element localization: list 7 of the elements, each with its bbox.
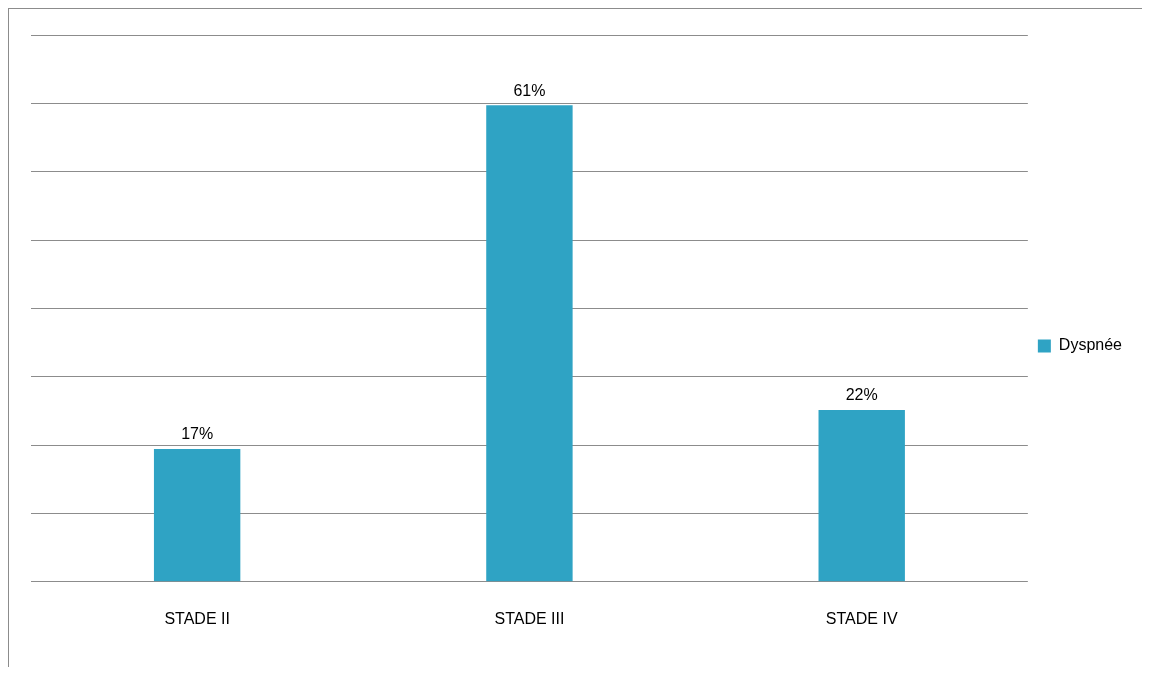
data-label: 22%	[845, 386, 878, 404]
data-label: 61%	[513, 81, 546, 99]
x-tick-label: STADE III	[494, 609, 565, 627]
x-tick-label: STADE II	[164, 609, 230, 627]
data-label: 17%	[181, 425, 214, 443]
x-tick-label: STADE IV	[825, 609, 898, 627]
legend-label: Dyspnée	[1058, 336, 1123, 354]
